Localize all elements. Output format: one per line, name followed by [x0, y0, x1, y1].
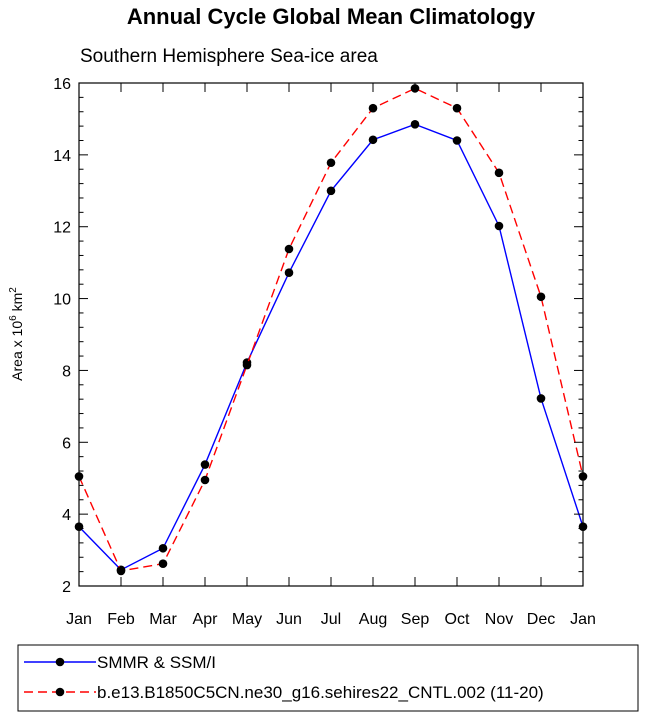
legend-marker-2 — [55, 687, 65, 697]
data-point-s2-10 — [452, 103, 462, 113]
x-tick-label-4: Apr — [193, 611, 219, 628]
plot-frame — [78, 82, 584, 587]
y-axis-label-base: Area x 10 — [9, 321, 25, 381]
y-tick-label-8: 8 — [62, 363, 71, 380]
legend-marker-1 — [55, 657, 65, 667]
data-point-s2-12 — [536, 292, 546, 302]
y-axis-label-exponent: 6 — [8, 315, 19, 321]
y-tick-label-6: 6 — [62, 435, 71, 452]
data-point-s1-9 — [410, 120, 420, 129]
data-point-s1-4 — [200, 460, 210, 469]
x-tick-label-7: Jul — [321, 611, 341, 628]
data-point-s2-3 — [158, 559, 168, 569]
x-tick-label-11: Nov — [485, 611, 513, 628]
legend: SMMR & SSM/I b.e13.B1850C5CN.ne30_g16.seh… — [24, 653, 544, 702]
x-tick-label-6: Jun — [276, 611, 302, 628]
y-tick-label-14: 14 — [53, 148, 71, 165]
legend-box — [17, 644, 639, 712]
data-point-s2-7 — [326, 158, 336, 168]
chart-subtitle: Southern Hemisphere Sea-ice area — [80, 46, 378, 67]
x-tick-label-8: Aug — [359, 611, 387, 628]
data-point-s2-2 — [116, 566, 126, 576]
data-point-s1-10 — [452, 136, 462, 145]
data-point-s1-12 — [536, 394, 546, 403]
y-axis-label-unit-exponent: 2 — [8, 287, 19, 293]
x-tick-label-10: Oct — [445, 611, 470, 628]
y-axis-label: Area x 106 km2 — [8, 287, 25, 381]
data-point-s2-6 — [284, 244, 294, 254]
legend-label-2: b.e13.B1850C5CN.ne30_g16.sehires22_CNTL.… — [97, 683, 544, 702]
x-tick-label-1: Jan — [66, 611, 92, 628]
x-tick-label-12: Dec — [527, 611, 555, 628]
svg-text:Area x 106 km2: Area x 106 km2 — [8, 287, 25, 381]
x-tick-label-3: Mar — [149, 611, 177, 628]
data-point-s2-4 — [200, 475, 210, 485]
x-tick-label-9: Sep — [401, 611, 430, 628]
y-tick-label-10: 10 — [53, 292, 71, 309]
data-point-s2-8 — [368, 103, 378, 113]
chart-title: Annual Cycle Global Mean Climatology — [127, 4, 536, 29]
data-point-s1-8 — [368, 135, 378, 145]
data-point-s1-11 — [494, 221, 504, 231]
y-tick-label-12: 12 — [53, 220, 71, 237]
data-point-s2-5 — [242, 360, 252, 370]
plot-area — [74, 84, 588, 576]
legend-label-1: SMMR & SSM/I — [97, 653, 216, 672]
data-point-s2-11 — [494, 168, 504, 178]
y-tick-label-16: 16 — [53, 76, 71, 93]
y-tick-label-4: 4 — [62, 507, 71, 524]
y-axis-label-unit: km — [9, 293, 25, 316]
data-point-s1-7 — [326, 186, 336, 196]
data-point-s1-3 — [158, 543, 168, 553]
axes: 2 4 6 8 10 12 14 16 Jan Feb Mar Apr May Jun Jul Aug Sep O… — [53, 76, 596, 628]
x-tick-label-13: Jan — [570, 611, 596, 628]
x-tick-label-5: May — [232, 611, 262, 628]
y-tick-label-2: 2 — [62, 579, 71, 596]
x-tick-label-2: Feb — [107, 611, 135, 628]
data-point-s1-6 — [284, 268, 294, 278]
